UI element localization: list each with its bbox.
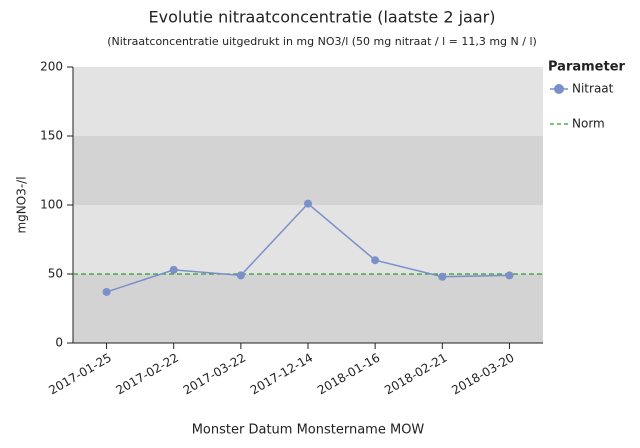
point — [304, 199, 312, 208]
legend-title: Parameter — [548, 60, 626, 75]
y-tick-label: 100 — [40, 198, 63, 212]
chart-subtitle: (Nitraatconcentratie uitgedrukt in mg NO… — [107, 35, 537, 48]
y-axis-label: mgNO3-/l — [15, 176, 29, 233]
background-band — [73, 274, 543, 343]
x-tick-label: 2018-02-21 — [382, 351, 449, 398]
x-tick-label: 2017-01-25 — [46, 351, 113, 398]
background-band — [73, 205, 543, 274]
point — [438, 272, 447, 281]
y-tick-label: 200 — [40, 60, 63, 74]
background-band — [73, 67, 543, 136]
point — [236, 271, 245, 280]
legend-label: Nitraat — [572, 82, 614, 96]
x-tick-label: 2018-01-16 — [315, 351, 382, 398]
y-tick-label: 0 — [55, 336, 63, 350]
y-tick-label: 50 — [48, 267, 63, 281]
legend-label: Norm — [572, 117, 605, 131]
legend-marker — [554, 84, 564, 94]
background-band — [73, 136, 543, 205]
x-tick-label: 2017-03-22 — [181, 351, 248, 398]
point — [169, 265, 178, 274]
x-tick-label: 2017-02-22 — [114, 351, 181, 398]
chart-title: Evolutie nitraatconcentratie (laatste 2 … — [149, 8, 496, 27]
x-tick-label: 2017-12-14 — [248, 351, 315, 398]
point — [371, 256, 380, 265]
y-tick-label: 150 — [40, 129, 63, 143]
x-axis-label: Monster Datum Monstername MOW — [192, 423, 425, 438]
point — [505, 271, 514, 280]
point — [102, 287, 111, 296]
x-tick-label: 2018-03-20 — [449, 351, 516, 398]
